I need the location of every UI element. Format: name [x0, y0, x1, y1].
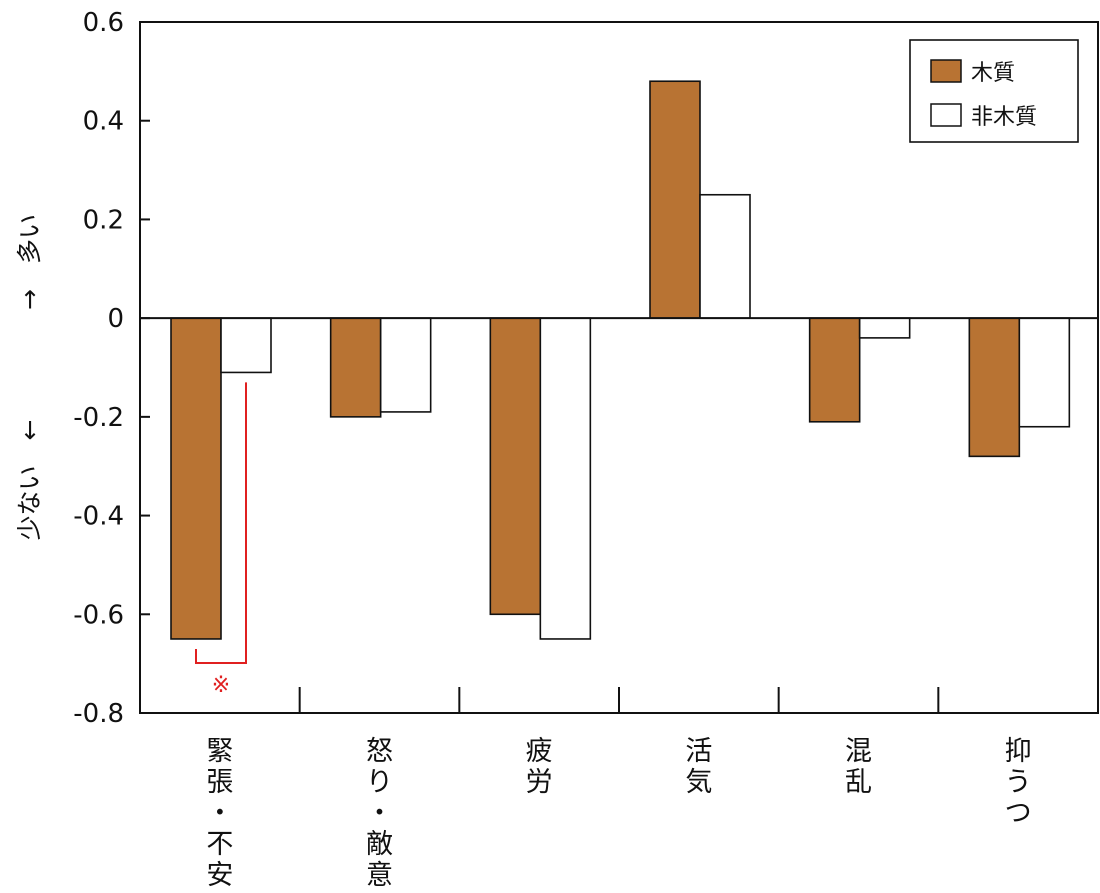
- y-axis-label: 少ない ← → 多い: [15, 214, 44, 540]
- y-axis-label-high: → 多い: [15, 214, 44, 310]
- category-label: 混乱: [845, 736, 872, 798]
- bars: [140, 80, 1098, 640]
- significance-annotation: ※: [195, 382, 247, 698]
- bar-nonwood: [220, 317, 272, 374]
- y-tick-label: 0.6: [83, 8, 124, 38]
- bar-nonwood: [379, 317, 432, 413]
- bar-wood: [489, 317, 542, 616]
- y-axis-label-low: 少ない ←: [15, 420, 44, 541]
- bar-wood: [329, 317, 382, 418]
- category-label: 疲労: [526, 736, 553, 798]
- y-tick-label: 0: [107, 304, 124, 334]
- legend-swatch: [930, 103, 962, 127]
- y-axis-ticks: 0.6 0.4 0.2 0 -0.2 -0.4 -0.6 -0.8: [73, 8, 150, 729]
- category-labels: 緊張・不安 怒り・敵意 疲労 活気 混乱 抑うつ: [206, 687, 1032, 891]
- bar-nonwood: [1018, 317, 1071, 428]
- category-label: 怒り・敵意: [366, 736, 393, 891]
- y-tick-label: 0.2: [83, 205, 124, 235]
- y-tick-label: -0.8: [73, 699, 124, 729]
- legend-label: 木質: [971, 61, 1015, 86]
- bar-wood: [170, 317, 222, 640]
- y-tick-label: -0.4: [73, 502, 124, 532]
- bar-wood: [649, 80, 701, 319]
- plot-border: [139, 21, 1099, 714]
- plot-frame: [139, 21, 1099, 714]
- bar-wood: [808, 317, 861, 423]
- category-label: 活気: [685, 736, 712, 798]
- legend-label: 非木質: [971, 105, 1037, 130]
- y-tick-label: -0.2: [73, 403, 124, 433]
- bar-nonwood: [699, 193, 751, 319]
- legend-swatch: [930, 59, 962, 83]
- y-tick-label: -0.6: [73, 600, 124, 630]
- category-label: 抑うつ: [1005, 736, 1032, 829]
- category-label: 緊張・不安: [206, 736, 233, 891]
- significance-mark: ※: [212, 673, 230, 698]
- bar-nonwood: [539, 317, 592, 640]
- y-tick-label: 0.4: [83, 107, 124, 137]
- significance-bracket: [195, 382, 247, 664]
- bar-wood: [968, 317, 1021, 458]
- bar-nonwood: [858, 317, 911, 339]
